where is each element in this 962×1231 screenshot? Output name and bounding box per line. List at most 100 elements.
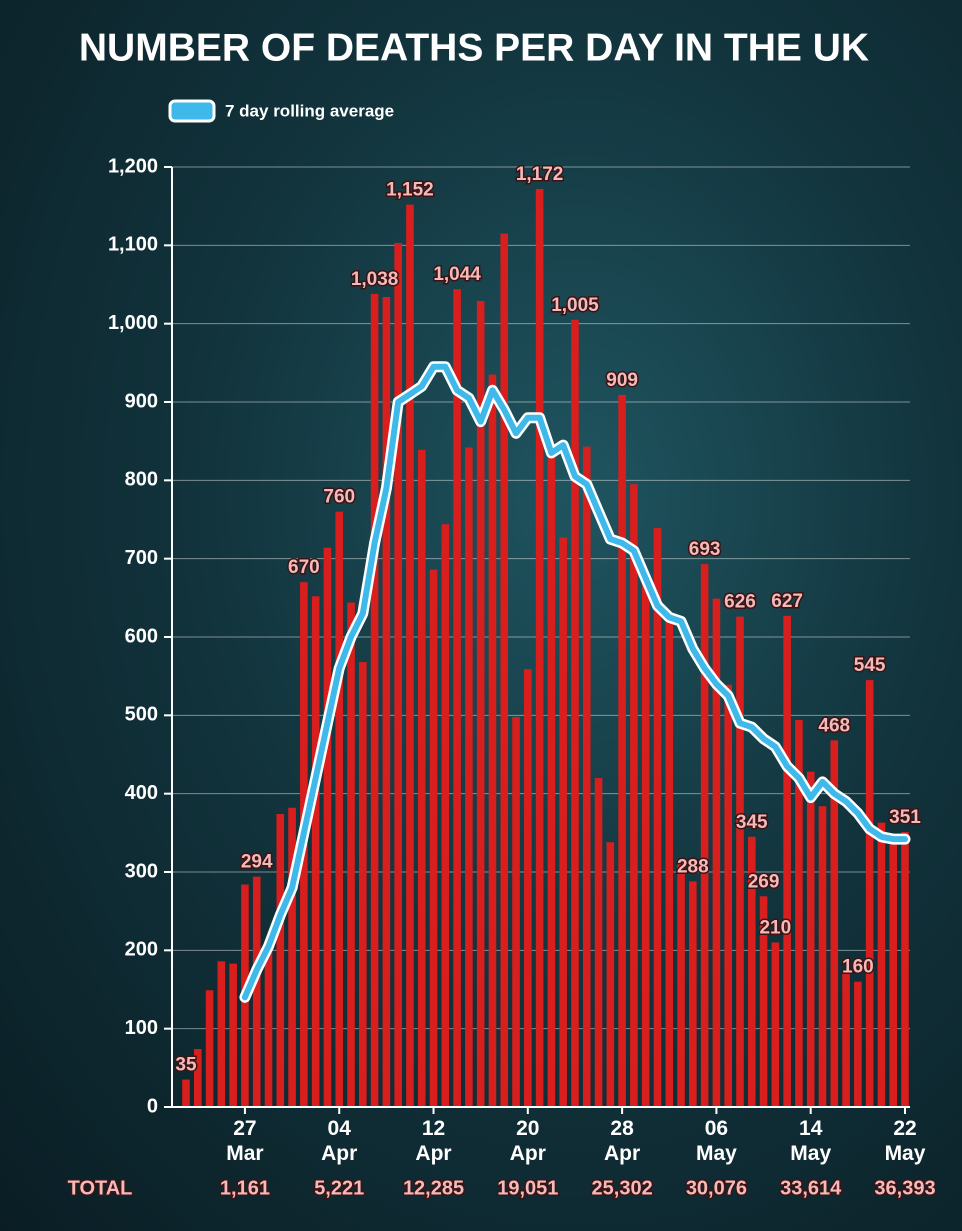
y-tick-label: 500 — [125, 704, 158, 726]
bar — [252, 876, 261, 1107]
bar — [594, 778, 603, 1107]
bar — [771, 942, 780, 1107]
bar — [382, 297, 391, 1107]
bar — [901, 832, 909, 1107]
bar — [417, 449, 426, 1107]
bar — [641, 579, 650, 1107]
bar — [889, 842, 898, 1107]
bar — [559, 537, 567, 1107]
bar — [453, 289, 461, 1107]
data-label: 1,005 — [551, 295, 599, 316]
y-tick-label: 800 — [125, 469, 158, 491]
data-label: 1,038 — [351, 269, 399, 290]
bar — [618, 394, 626, 1107]
data-label: 160 — [842, 957, 874, 978]
data-label: 35 — [175, 1055, 197, 1076]
y-tick-label: 700 — [125, 547, 158, 569]
y-tick-label: 200 — [125, 939, 158, 961]
data-label: 626 — [724, 592, 756, 613]
total-value: 19,051 — [497, 1177, 558, 1199]
data-label: 1,152 — [386, 180, 434, 201]
data-label: 1,172 — [516, 164, 564, 185]
bar — [724, 684, 732, 1107]
bar — [476, 300, 485, 1107]
x-tick-label: 28 Apr — [604, 1117, 641, 1165]
bar — [217, 961, 226, 1107]
y-tick-label: 1,100 — [108, 234, 158, 256]
bar — [311, 596, 320, 1107]
bar — [854, 981, 862, 1107]
bar — [677, 860, 685, 1107]
bar — [512, 716, 520, 1107]
bar — [795, 720, 803, 1107]
x-tick-label: 22 May — [884, 1117, 926, 1165]
data-label: 351 — [889, 807, 921, 828]
data-label: 288 — [677, 856, 709, 877]
bar — [665, 620, 674, 1107]
legend-swatch — [168, 99, 216, 123]
data-label: 693 — [689, 539, 721, 560]
bar — [465, 447, 473, 1107]
data-label: 210 — [759, 918, 791, 939]
bar — [488, 374, 497, 1107]
bar — [806, 771, 815, 1107]
chart-title: NUMBER OF DEATHS PER DAY IN THE UK — [79, 26, 869, 69]
data-label: 627 — [771, 591, 803, 612]
data-label: 345 — [736, 812, 768, 833]
total-value: 5,221 — [314, 1177, 364, 1199]
total-value: 1,161 — [220, 1177, 270, 1199]
data-label: 545 — [854, 655, 886, 676]
bar — [229, 963, 237, 1107]
bar — [535, 188, 544, 1107]
total-label: TOTAL — [68, 1177, 133, 1199]
line — [241, 363, 908, 1001]
bar — [205, 990, 214, 1107]
y-tick-label: 1,200 — [108, 155, 158, 177]
bar — [441, 524, 450, 1107]
y-tick-label: 1,000 — [108, 312, 158, 334]
bar — [582, 446, 591, 1107]
bar — [630, 484, 638, 1107]
bar — [653, 528, 662, 1107]
bar — [182, 1079, 190, 1107]
bar — [842, 973, 850, 1107]
bar — [759, 896, 768, 1107]
y-tick-label: 0 — [147, 1095, 158, 1117]
data-label: 909 — [606, 370, 638, 391]
y-tick-label: 100 — [125, 1017, 158, 1039]
data-label: 760 — [323, 487, 355, 508]
bar — [830, 740, 839, 1107]
bar — [877, 822, 886, 1107]
bar — [370, 293, 379, 1107]
total-value: 36,393 — [874, 1177, 935, 1199]
bar — [783, 615, 791, 1107]
bar — [500, 233, 509, 1108]
total-value: 12,285 — [403, 1177, 464, 1199]
data-label: 670 — [288, 557, 320, 578]
bar — [193, 1049, 202, 1107]
bar — [276, 814, 285, 1107]
bar — [394, 242, 402, 1107]
legend-label: 7 day rolling average — [225, 101, 394, 120]
total-value: 33,614 — [780, 1177, 842, 1199]
bar — [712, 598, 721, 1107]
y-tick-label: 600 — [125, 625, 158, 647]
y-tick-label: 300 — [125, 860, 158, 882]
bar — [700, 564, 709, 1107]
x-tick-label: 06 May — [695, 1117, 737, 1165]
total-value: 25,302 — [592, 1177, 653, 1199]
bar — [335, 511, 344, 1108]
bar — [347, 602, 355, 1107]
bar — [747, 836, 756, 1107]
bar — [547, 451, 556, 1108]
y-tick-label: 900 — [125, 390, 158, 412]
bar — [524, 669, 532, 1107]
bar — [818, 806, 827, 1107]
bar — [288, 807, 296, 1107]
x-tick-label: 14 May — [790, 1117, 832, 1165]
x-tick-label: 20 Apr — [509, 1117, 546, 1165]
data-label: 294 — [241, 852, 273, 873]
bar — [865, 680, 874, 1107]
x-tick-label: 27 Mar — [226, 1117, 264, 1165]
